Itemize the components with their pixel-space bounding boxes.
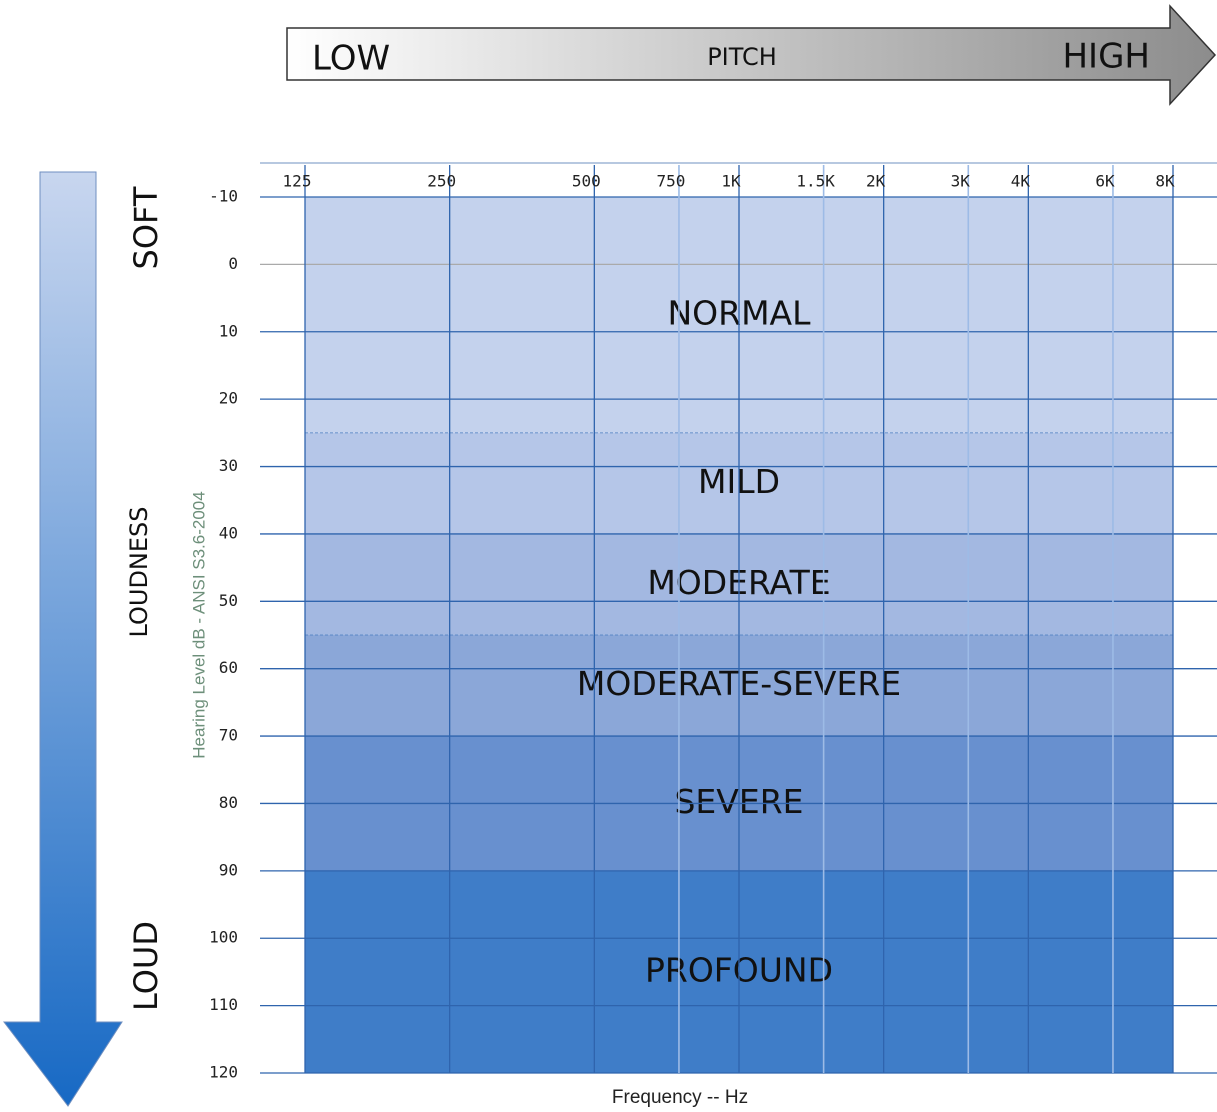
x-tick-label: 1.5K: [796, 172, 835, 191]
pitch-label: PITCH: [707, 43, 777, 71]
x-tick-label: 750: [657, 172, 686, 191]
y-tick-label: 50: [219, 591, 238, 610]
y-tick-label: 60: [219, 658, 238, 677]
x-axis-label: Frequency -- Hz: [612, 1087, 748, 1108]
x-tick-label: 8K: [1155, 172, 1175, 191]
x-tick-label: 125: [283, 172, 312, 191]
pitch-low: LOW: [312, 39, 390, 79]
loudness-arrow: [2, 171, 123, 1107]
y-tick-label: 30: [219, 456, 238, 475]
x-tick-label: 3K: [951, 172, 971, 191]
x-tick-label: 1K: [721, 172, 741, 191]
y-tick-label: 70: [219, 726, 238, 745]
y-tick-label: 120: [209, 1063, 238, 1082]
y-tick-label: -10: [209, 187, 238, 206]
y-tick-label: 0: [228, 254, 238, 273]
y-tick-label: 110: [209, 995, 238, 1014]
y-axis-label: Hearing Level dB - ANSI S3.6-2004: [189, 491, 208, 758]
loudness-loud: LOUD: [127, 921, 165, 1011]
y-tick-label: 100: [209, 928, 238, 947]
x-tick-label: 4K: [1011, 172, 1031, 191]
pitch-arrow: [286, 4, 1217, 106]
y-tick-label: 40: [219, 523, 238, 542]
y-tick-label: 90: [219, 860, 238, 879]
x-tick-label: 2K: [866, 172, 886, 191]
y-tick-label: 80: [219, 793, 238, 812]
pitch-high: HIGH: [1062, 37, 1150, 77]
y-tick-label: 10: [219, 321, 238, 340]
y-tick-label: 20: [219, 389, 238, 408]
x-tick-label: 250: [427, 172, 456, 191]
x-tick-label: 500: [572, 172, 601, 191]
loudness-soft: SOFT: [127, 186, 165, 269]
x-tick-label: 6K: [1095, 172, 1115, 191]
loudness-label: LOUDNESS: [125, 506, 153, 637]
